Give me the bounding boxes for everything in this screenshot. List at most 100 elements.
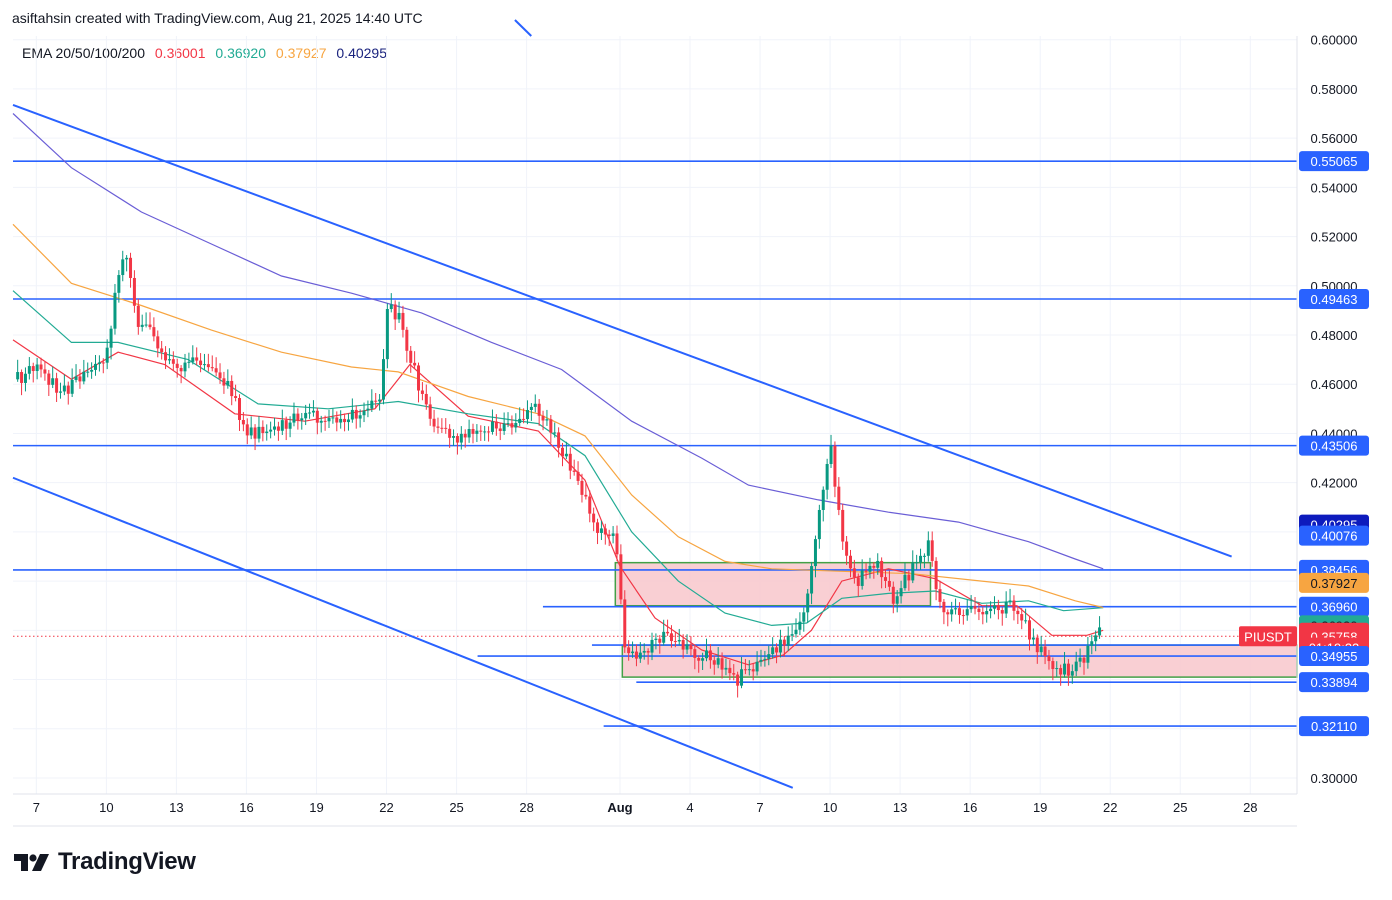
candle-body xyxy=(767,654,771,659)
chart-grid xyxy=(13,36,1297,794)
price-label: 0.32110 xyxy=(1311,719,1357,734)
candle-body xyxy=(226,380,230,386)
symbol-tag: PIUSDT xyxy=(1244,629,1292,644)
candle-body xyxy=(728,667,732,674)
ema100-value: 0.37927 xyxy=(275,45,327,61)
candle-body xyxy=(689,644,693,650)
candle-body xyxy=(459,433,463,443)
candle-body xyxy=(740,669,744,686)
candle-body xyxy=(436,426,440,428)
candle-body xyxy=(199,360,203,366)
candle-body xyxy=(568,453,572,471)
candle-body xyxy=(638,652,642,659)
price-label: 0.55065 xyxy=(1311,154,1358,169)
candle-body xyxy=(1012,600,1016,611)
candle-body xyxy=(899,588,903,597)
price-label: 0.40076 xyxy=(1311,529,1358,544)
candle-body xyxy=(1031,637,1035,640)
candle-body xyxy=(179,367,183,372)
price-label-bg xyxy=(1299,716,1369,737)
candle-body xyxy=(895,596,899,604)
ema-legend[interactable]: EMA 20/50/100/200 0.36001 0.36920 0.3792… xyxy=(22,45,393,61)
candle-body xyxy=(623,599,627,648)
candle-body xyxy=(572,470,576,472)
candle-body xyxy=(884,577,888,581)
candle-body xyxy=(646,650,650,653)
candle-body xyxy=(576,471,580,481)
candle-body xyxy=(658,638,662,643)
candle-body xyxy=(919,555,923,563)
candle-body xyxy=(631,651,635,654)
y-tick-label: 0.60000 xyxy=(1311,33,1358,48)
candle-body xyxy=(171,359,175,364)
candle-body xyxy=(273,426,277,430)
candle-body xyxy=(708,650,712,661)
candlesticks xyxy=(16,250,1102,698)
candle-body xyxy=(712,660,716,665)
candle-body xyxy=(981,611,985,615)
candle-body xyxy=(681,640,685,650)
candle-body xyxy=(245,424,249,436)
candle-body xyxy=(724,667,728,670)
tradingview-logo[interactable]: TradingView xyxy=(14,848,196,876)
candle-body xyxy=(487,431,491,433)
candle-body xyxy=(397,312,401,320)
price-label-bg xyxy=(1299,151,1369,172)
candle-body xyxy=(627,647,631,654)
candle-body xyxy=(300,418,304,421)
candle-body xyxy=(241,419,245,425)
candle-body xyxy=(1035,637,1039,653)
candle-body xyxy=(452,436,456,438)
price-label-bg xyxy=(1299,435,1369,456)
candle-body xyxy=(432,418,436,427)
candle-body xyxy=(16,372,20,380)
price-chart[interactable]: 0.600000.580000.560000.540000.520000.500… xyxy=(0,0,1392,840)
candle-body xyxy=(183,362,187,372)
candle-body xyxy=(331,417,335,419)
candle-body xyxy=(856,577,860,586)
candle-body xyxy=(751,669,755,672)
candle-body xyxy=(78,376,82,382)
symbol-tag-bg xyxy=(1239,626,1297,647)
candle-body xyxy=(86,371,90,373)
candle-body xyxy=(677,640,681,642)
candle-body xyxy=(156,336,160,349)
candle-body xyxy=(1090,641,1094,646)
horizontal-levels xyxy=(13,160,1297,727)
candle-body xyxy=(716,658,720,665)
candle-body xyxy=(926,540,930,556)
candle-body xyxy=(654,638,658,640)
candle-body xyxy=(125,257,129,260)
chart-axes: 0.600000.580000.560000.540000.520000.500… xyxy=(13,33,1358,827)
price-label: 0.49463 xyxy=(1311,292,1358,307)
candle-body xyxy=(202,364,206,366)
candle-body xyxy=(522,418,526,420)
candle-body xyxy=(938,589,942,602)
candle-body xyxy=(378,399,382,402)
price-label: 0.34955 xyxy=(1311,649,1358,664)
x-tick-label: 28 xyxy=(519,800,533,815)
candle-body xyxy=(265,431,269,434)
candle-body xyxy=(841,509,845,542)
candle-body xyxy=(144,324,148,326)
tradingview-logo-icon xyxy=(14,854,49,871)
candle-body xyxy=(1043,646,1047,657)
trend-line xyxy=(514,19,532,37)
candle-body xyxy=(911,562,915,581)
candle-body xyxy=(973,606,977,609)
candle-body xyxy=(323,420,327,422)
candle-body xyxy=(611,533,615,536)
candle-body xyxy=(237,398,241,420)
candle-body xyxy=(1020,614,1024,621)
candle-body xyxy=(537,403,541,416)
x-tick-label: 19 xyxy=(309,800,323,815)
candle-body xyxy=(934,560,938,590)
candle-body xyxy=(417,365,421,391)
candle-body xyxy=(117,275,121,293)
candle-body xyxy=(693,649,697,658)
candle-body xyxy=(1028,620,1032,640)
y-tick-label: 0.42000 xyxy=(1311,476,1358,491)
candle-body xyxy=(20,372,24,383)
candle-body xyxy=(121,259,125,276)
candle-body xyxy=(747,669,751,671)
